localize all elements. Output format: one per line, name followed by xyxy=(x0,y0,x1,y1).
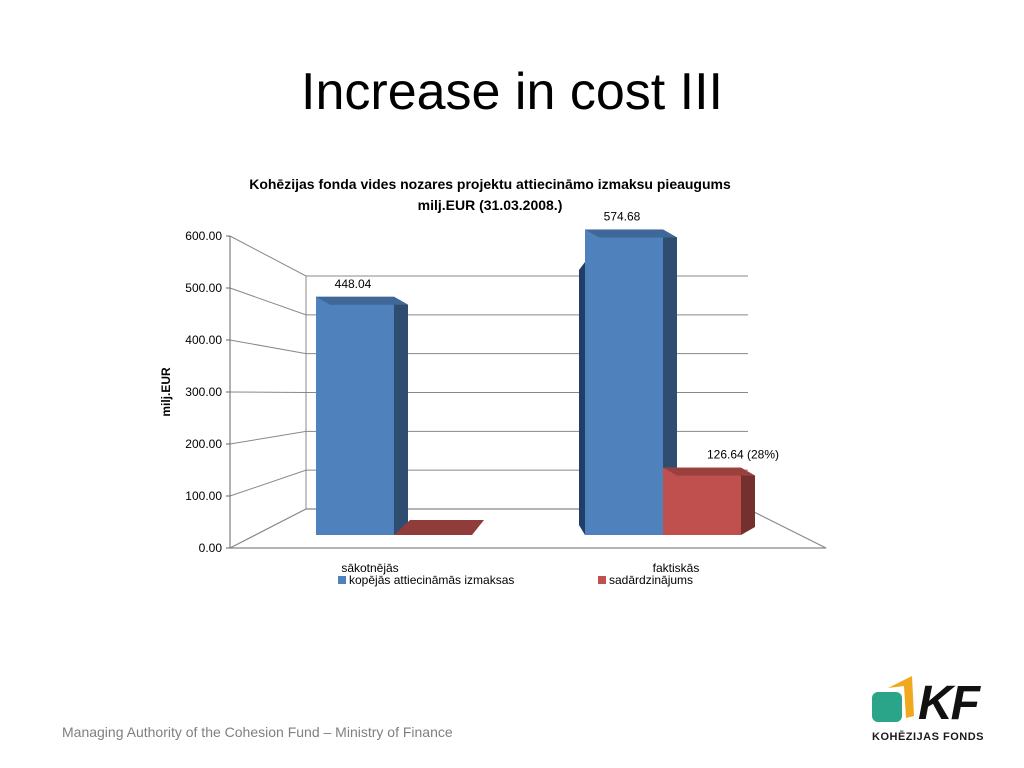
bar-0-1 xyxy=(585,229,663,536)
bar-flat-1-0 xyxy=(394,520,484,535)
data-label: 126.64 (28%) xyxy=(707,448,779,462)
kf-logo xyxy=(872,676,914,722)
y-tick-label: 100.00 xyxy=(185,489,222,503)
logo-teal-square xyxy=(872,692,902,722)
y-tick-label: 400.00 xyxy=(185,333,222,347)
y-axis-label: milj.EUR xyxy=(159,367,173,417)
legend-label: sadārdzinājums xyxy=(609,573,693,587)
y-tick-label: 200.00 xyxy=(185,437,222,451)
y-tick-label: 300.00 xyxy=(185,385,222,399)
legend-swatch xyxy=(598,576,606,584)
chart-title-line-1: Kohēzijas fonda vides nozares projektu a… xyxy=(249,176,731,192)
legend-swatch xyxy=(338,576,346,584)
chart-title: Kohēzijas fonda vides nozares projektu a… xyxy=(180,174,800,216)
footer-text: Managing Authority of the Cohesion Fund … xyxy=(62,724,453,740)
x-category-label: sākotnējās xyxy=(341,561,398,575)
bar-top-1-1 xyxy=(663,467,755,476)
slide-title: Increase in cost III xyxy=(301,63,723,121)
bar-side-1-1 xyxy=(741,467,755,535)
bar-left-edge xyxy=(579,262,585,535)
bar-1-1 xyxy=(663,467,741,535)
legend-label: kopējās attiecināmās izmaksas xyxy=(349,573,514,587)
x-category-label: faktiskās xyxy=(653,561,700,575)
bar-0-0 xyxy=(316,296,394,535)
bar-top-0-1 xyxy=(585,229,677,238)
logo-orange-swoosh xyxy=(888,676,914,718)
bar-top-0-0 xyxy=(316,296,408,305)
data-label: 574.68 xyxy=(604,209,641,223)
logo-mark: KF xyxy=(918,677,980,730)
y-tick-label: 0.00 xyxy=(199,541,223,555)
y-tick-label: 500.00 xyxy=(185,281,222,295)
bar-side-0-0 xyxy=(394,296,408,535)
chart-title-line-2: milj.EUR (31.03.2008.) xyxy=(417,197,563,213)
data-label: 448.04 xyxy=(335,277,372,291)
logo-text: KOHĒZIJAS FONDS xyxy=(872,731,985,743)
y-tick-label: 600.00 xyxy=(185,229,222,243)
bar-side-0-1 xyxy=(663,229,677,536)
